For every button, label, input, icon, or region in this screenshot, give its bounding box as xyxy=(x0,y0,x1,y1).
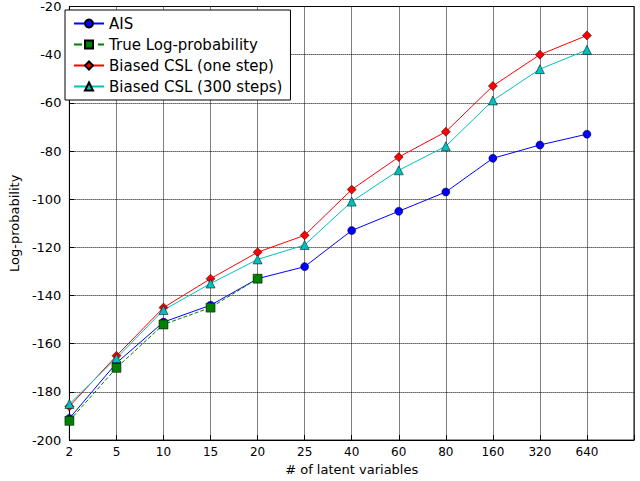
svg-text:-140: -140 xyxy=(32,288,62,303)
svg-text:-40: -40 xyxy=(40,47,61,62)
svg-text:2: 2 xyxy=(66,445,74,459)
svg-text:-80: -80 xyxy=(40,144,61,159)
svg-text:160: 160 xyxy=(481,445,504,459)
svg-text:-160: -160 xyxy=(32,336,62,351)
svg-text:15: 15 xyxy=(203,445,218,459)
svg-text:25: 25 xyxy=(297,445,312,459)
svg-text:True Log-probability: True Log-probability xyxy=(108,36,258,54)
svg-text:-200: -200 xyxy=(32,433,62,448)
svg-text:Biased CSL (300 steps): Biased CSL (300 steps) xyxy=(109,78,282,96)
svg-text:20: 20 xyxy=(250,445,265,459)
svg-text:320: 320 xyxy=(528,445,551,459)
svg-text:60: 60 xyxy=(391,445,406,459)
svg-text:5: 5 xyxy=(113,445,121,459)
svg-text:# of latent variables: # of latent variables xyxy=(285,462,418,477)
svg-text:Biased CSL (one step): Biased CSL (one step) xyxy=(109,57,274,75)
svg-text:10: 10 xyxy=(156,445,171,459)
svg-text:-180: -180 xyxy=(32,384,62,399)
svg-text:-100: -100 xyxy=(32,192,62,207)
svg-text:640: 640 xyxy=(575,445,598,459)
svg-text:-60: -60 xyxy=(40,95,61,110)
svg-text:40: 40 xyxy=(344,445,359,459)
svg-text:-120: -120 xyxy=(32,240,62,255)
svg-text:Log-probability: Log-probability xyxy=(7,174,22,272)
svg-text:AIS: AIS xyxy=(109,15,133,33)
svg-text:80: 80 xyxy=(438,445,453,459)
svg-text:-20: -20 xyxy=(40,0,61,14)
